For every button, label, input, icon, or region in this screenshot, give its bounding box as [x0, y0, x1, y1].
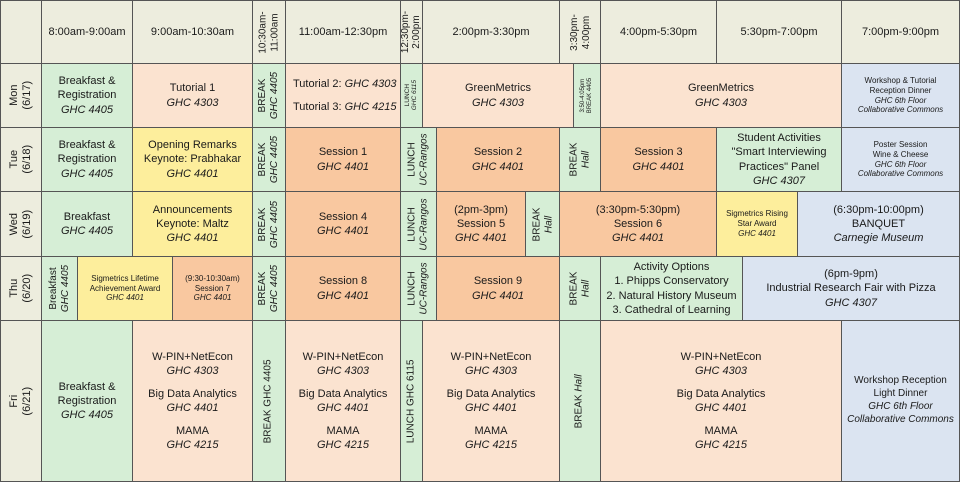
tue-session-3: Session 3 GHC 4401 [600, 127, 717, 192]
tue-break-2: BREAK Hall [559, 127, 601, 192]
tue-breakfast: Breakfast & Registration GHC 4405 [41, 127, 133, 192]
mon-breakfast: Breakfast & Registration GHC 4405 [41, 63, 133, 128]
wed-keynote: Announcements Keynote: Maltz GHC 4401 [132, 191, 253, 257]
tue-keynote: Opening Remarks Keynote: Prabhakar GHC 440… [132, 127, 253, 192]
time-header-9am: 9:00am-10:30am [132, 0, 253, 64]
time-header-7pm: 7:00pm-9:00pm [841, 0, 960, 64]
time-header-1030am: 10:30am- 11:00am [252, 0, 286, 64]
mon-break: BREAK GHC 4405 [252, 63, 286, 128]
mon-evening: Workshop & Tutorial Reception Dinner GHC 6… [841, 63, 960, 128]
fri-afternoon-workshops: W-PIN+NetEcon GHC 4303 Big Data Analytics… [422, 320, 560, 482]
fri-lunch: LUNCH GHC 6115 [400, 320, 423, 482]
mon-lunch: LUNCH GHC 6115 [400, 63, 423, 128]
fri-midday-workshops: W-PIN+NetEcon GHC 4303 Big Data Analytics… [285, 320, 401, 482]
thu-break-2: BREAK Hall [559, 256, 601, 321]
mon-tutorials-2-3: Tutorial 2: GHC 4303 Tutorial 3: GHC 421… [285, 63, 401, 128]
tue-evening: Poster Session Wine & Cheese GHC 6th Floor… [841, 127, 960, 192]
thu-session-9: Session 9 GHC 4401 [436, 256, 560, 321]
thu-research-fair: (6pm-9pm) Industrial Research Fair with P… [742, 256, 960, 321]
mon-tutorial-1: Tutorial 1 GHC 4303 [132, 63, 253, 128]
time-header-2pm: 2:00pm-3:30pm [422, 0, 560, 64]
wed-rising-star-award: Sigmetrics Rising Star Award GHC 4401 [716, 191, 798, 257]
wed-session-5: (2pm-3pm) Session 5 GHC 4401 [436, 191, 526, 257]
wed-breakfast: Breakfast GHC 4405 [41, 191, 133, 257]
tue-student-activities: Student Activities "Smart Interviewing Pra… [716, 127, 842, 192]
time-header-530pm: 5:30pm-7:00pm [716, 0, 842, 64]
fri-breakfast: Breakfast & Registration GHC 4405 [41, 320, 133, 482]
mon-greenmetrics-1: GreenMetrics GHC 4303 [422, 63, 574, 128]
thu-breakfast: Breakfast GHC 4405 [41, 256, 78, 321]
wed-session-6: (3:30pm-5:30pm) Session 6 GHC 4401 [559, 191, 717, 257]
fri-evening: Workshop Reception Light Dinner GHC 6th Fl… [841, 320, 960, 482]
wed-break: BREAK GHC 4405 [252, 191, 286, 257]
corner-cell [0, 0, 42, 64]
thu-lifetime-award: Sigmetrics Lifetime Achievement Award GHC … [77, 256, 173, 321]
fri-late-workshops: W-PIN+NetEcon GHC 4303 Big Data Analytics… [600, 320, 842, 482]
thu-activity-options: Activity Options 1. Phipps Conservatory 2.… [600, 256, 743, 321]
tue-session-2: Session 2 GHC 4401 [436, 127, 560, 192]
tue-lunch: LUNCH UC-Rangos [400, 127, 437, 192]
fri-break-2: BREAK Hall [559, 320, 601, 482]
time-header-11am: 11:00am-12:30pm [285, 0, 401, 64]
wed-banquet: (6:30pm-10:00pm) BANQUET Carnegie Museum [797, 191, 960, 257]
time-header-330pm: 3:30pm- 4:00pm [559, 0, 601, 64]
fri-break: BREAK GHC 4405 [252, 320, 286, 482]
thu-break: BREAK GHC 4405 [252, 256, 286, 321]
day-label-mon: Mon (6/17) [0, 63, 42, 128]
day-label-tue: Tue (6/18) [0, 127, 42, 192]
thu-session-7: (9:30-10:30am) Session 7 GHC 4401 [172, 256, 253, 321]
time-header-8am: 8:00am-9:00am [41, 0, 133, 64]
tue-break: BREAK GHC 4405 [252, 127, 286, 192]
thu-lunch: LUNCH UC-Rangos [400, 256, 437, 321]
tue-session-1: Session 1 GHC 4401 [285, 127, 401, 192]
wed-lunch: LUNCH UC-Rangos [400, 191, 437, 257]
day-label-fri: Fri (6/21) [0, 320, 42, 482]
day-label-wed: Wed (6/19) [0, 191, 42, 257]
mon-greenmetrics-2: GreenMetrics GHC 4303 [600, 63, 842, 128]
wed-break-2: BREAK Hall [525, 191, 560, 257]
fri-morning-workshops: W-PIN+NetEcon GHC 4303 Big Data Analytics… [132, 320, 253, 482]
wed-session-4: Session 4 GHC 4401 [285, 191, 401, 257]
day-label-thu: Thu (6/20) [0, 256, 42, 321]
time-header-4pm: 4:00pm-5:30pm [600, 0, 717, 64]
mon-break-2: 3:50-4:05pm BREAK 4405 [573, 63, 601, 128]
thu-session-8: Session 8 GHC 4401 [285, 256, 401, 321]
time-header-1230pm: 12:30pm- 2:00pm [400, 0, 423, 64]
